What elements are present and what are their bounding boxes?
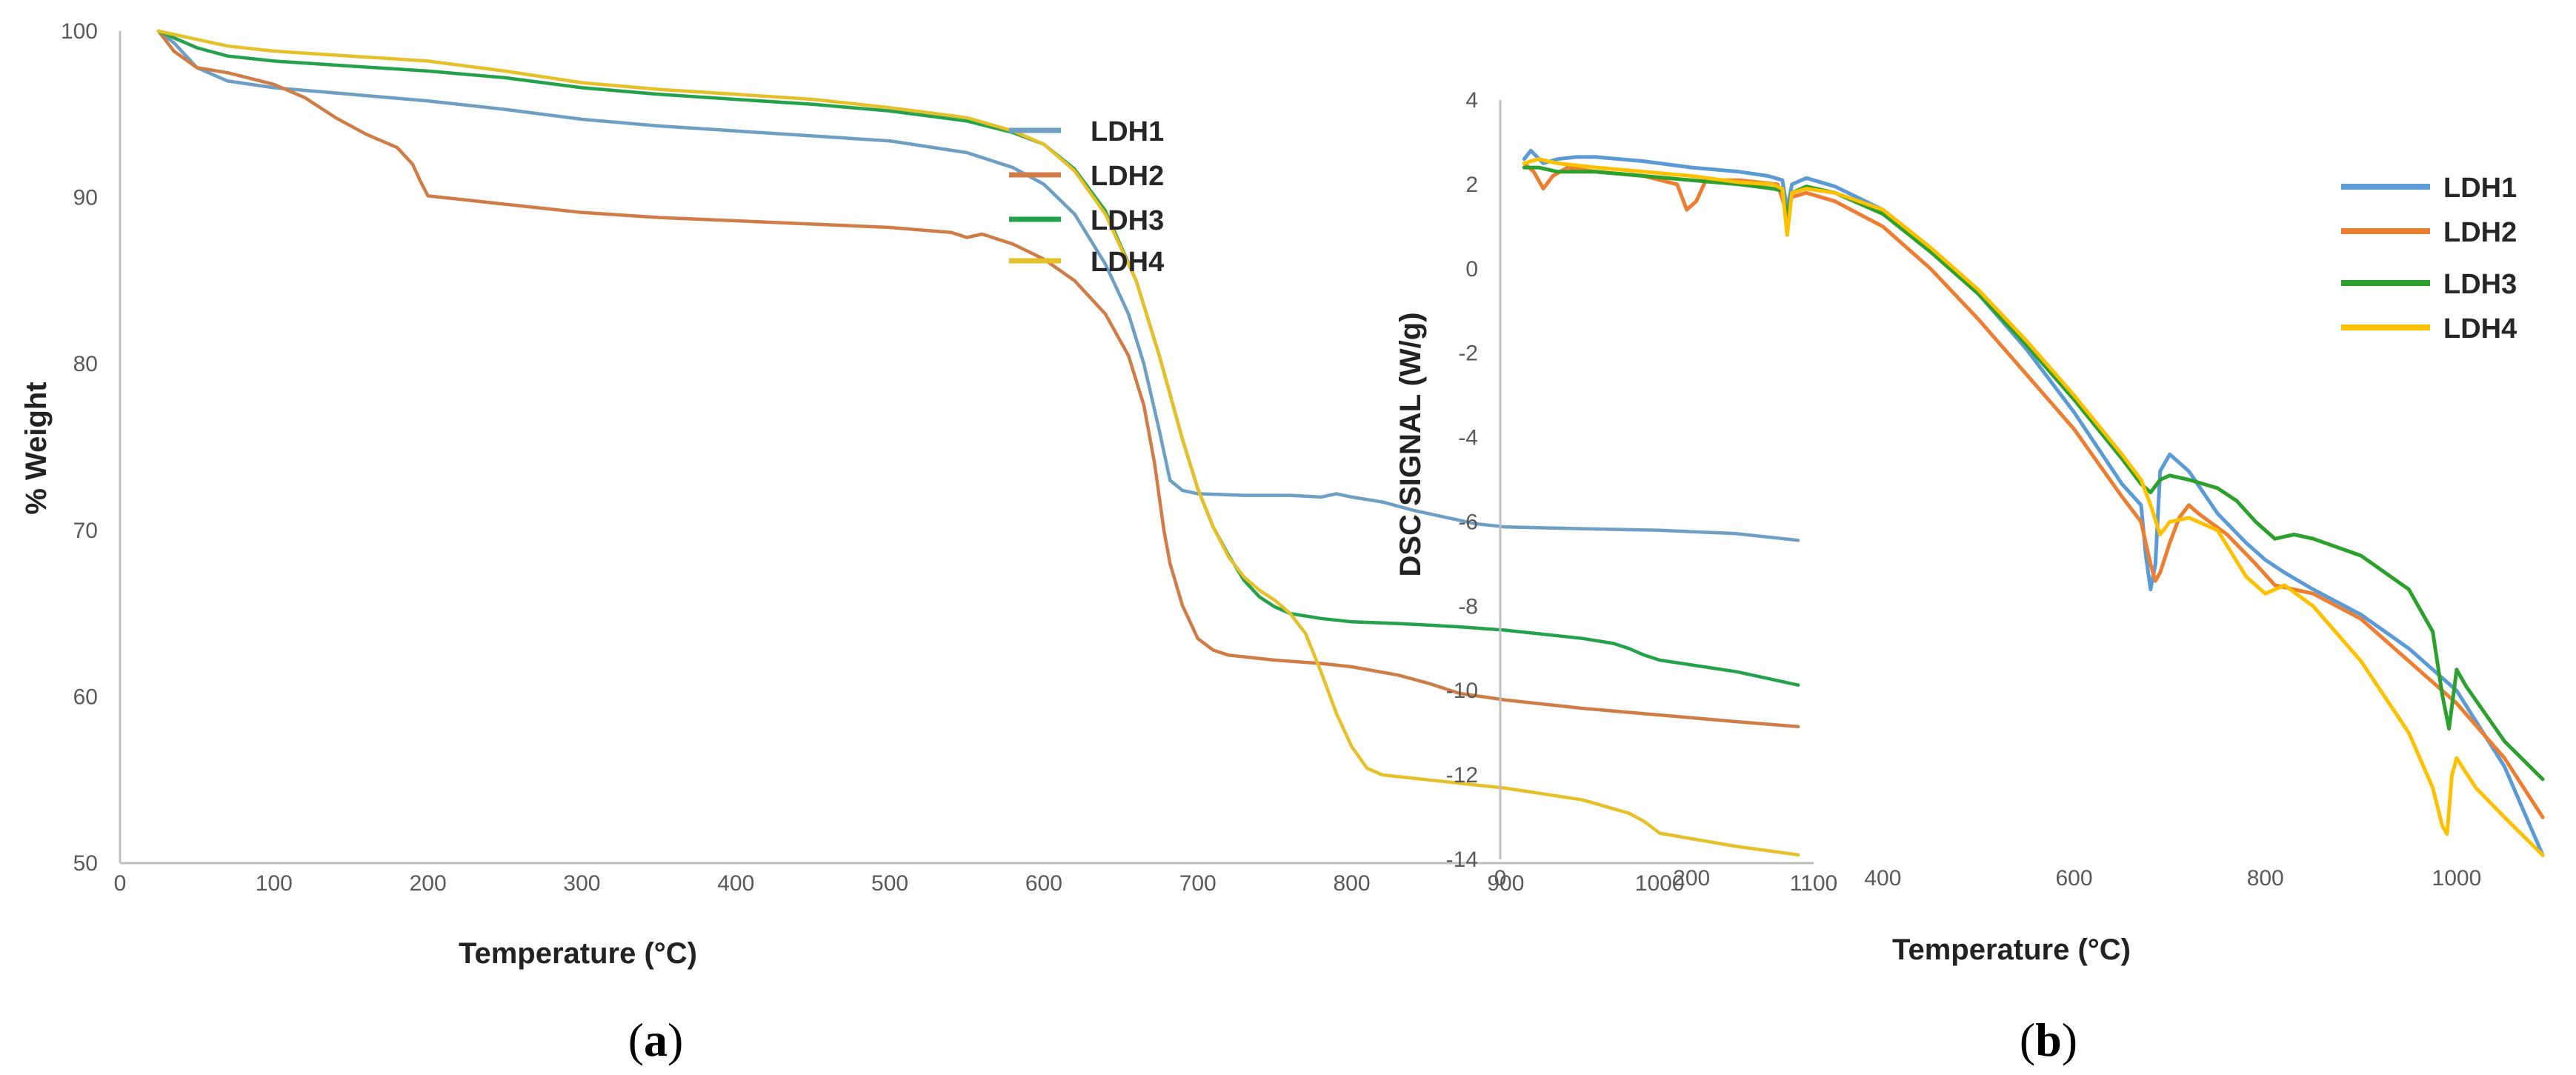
panel-b-y-tick-labels: -14 -12 -10 -8 -6 -4 -2 0 2 4 (1446, 88, 1478, 872)
panel-b-legend: LDH1 LDH2 LDH3 LDH4 (2341, 173, 2517, 345)
panel-a-x-tick-400: 400 (717, 871, 754, 896)
legend-entry-ldh1: LDH1 (1009, 116, 1164, 147)
panel-a-y-tick-80: 80 (73, 352, 98, 376)
panel-b-series-line-ldh4 (1522, 157, 2545, 857)
panel-b-y-tick-2: 2 (1465, 173, 1478, 197)
panel-b-y-tick--12: -12 (1446, 763, 1478, 788)
legend-entry-ldh2: LDH2 (1009, 161, 1164, 192)
panel-a-caption-letter: a (644, 1014, 668, 1066)
panel-b-y-tick--10: -10 (1446, 679, 1478, 703)
panel-a-x-tick-900: 900 (1487, 871, 1524, 896)
panel-a-legend: LDH1 LDH2 LDH3 LDH4 (1009, 116, 1164, 278)
panel-b-series-line-ldh1 (1522, 148, 2545, 857)
legend-entry-ldh3-b: LDH3 (2341, 269, 2517, 300)
panel-a-tga-chart: 0 100 200 300 400 500 600 700 800 900 1000 1100 506… (20, 19, 1837, 1066)
panel-a-y-tick-70: 70 (73, 519, 98, 543)
panel-b-y-tick--6: -6 (1458, 510, 1478, 534)
panel-b-caption-letter: b (2035, 1014, 2062, 1066)
panel-b-x-tick-1000: 1000 (2432, 866, 2482, 891)
legend-label-ldh2-b: LDH2 (2443, 217, 2517, 248)
legend-entry-ldh2-b: LDH2 (2341, 217, 2517, 248)
legend-label-ldh1: LDH1 (1091, 116, 1164, 147)
panel-a-x-tick-300: 300 (563, 871, 600, 896)
panel-b-y-tick-4: 4 (1465, 88, 1478, 113)
panel-a-series-lines (156, 29, 1800, 857)
panel-a-x-tick-1000: 1000 (1635, 871, 1685, 896)
panel-b-y-axis-title: DSC SIGNAL (W/g) (1394, 312, 1427, 576)
panel-a-x-tick-1100: 1100 (1790, 871, 1838, 896)
panel-a-x-tick-500: 500 (871, 871, 908, 896)
panel-b-series-line-ldh2 (1522, 161, 2545, 819)
legend-entry-ldh1-b: LDH1 (2341, 173, 2517, 204)
panel-a-y-tick-100: 100 (61, 19, 98, 44)
panel-a-series-line-ldh2 (156, 29, 1800, 729)
panel-a-y-axis-title: % Weight (20, 382, 53, 514)
legend-entry-ldh3: LDH3 (1009, 205, 1164, 236)
panel-b-x-axis-title: Temperature (°C) (1892, 933, 2131, 966)
panel-b-dsc-chart: 0 200 400 600 800 1000 -14 -12 -10 -8 -6 -4 -2 0 2 4 T… (1394, 88, 2545, 1066)
panel-b-y-tick--14: -14 (1446, 848, 1478, 872)
panel-a-caption: (a) (628, 1014, 684, 1066)
panel-a-y-tick-60: 60 (73, 685, 98, 709)
panel-a-x-tick-600: 600 (1025, 871, 1062, 896)
panel-b-series-lines (1522, 148, 2545, 857)
panel-a-x-axis-title: Temperature (°C) (459, 937, 697, 970)
panel-b-series-line-ldh3 (1522, 165, 2545, 782)
panel-b-x-tick-labels: 0 200 400 600 800 1000 (1494, 866, 2482, 891)
panel-a-x-tick-labels: 0 100 200 300 400 500 600 700 800 900 1000 1100 (114, 871, 1838, 896)
legend-label-ldh2: LDH2 (1091, 161, 1164, 192)
panel-a-x-tick-200: 200 (410, 871, 447, 896)
panel-b-x-tick-800: 800 (2247, 866, 2284, 891)
legend-label-ldh4: LDH4 (1091, 247, 1164, 278)
panel-a-series-line-ldh3 (156, 29, 1800, 687)
panel-b-x-tick-0: 0 (1494, 866, 1507, 891)
panel-a-y-tick-90: 90 (73, 186, 98, 210)
legend-entry-ldh4: LDH4 (1009, 247, 1164, 278)
panel-b-y-tick--8: -8 (1458, 594, 1478, 619)
panel-b-y-tick-0: 0 (1465, 257, 1478, 282)
panel-a-y-tick-50: 50 (73, 851, 98, 876)
panel-a-x-tick-800: 800 (1334, 871, 1371, 896)
panel-b-x-tick-600: 600 (2056, 866, 2093, 891)
panel-a-y-tick-labels: 50 60 70 80 90 100 (61, 19, 98, 876)
legend-label-ldh3-b: LDH3 (2443, 269, 2517, 300)
legend-entry-ldh4-b: LDH4 (2341, 313, 2517, 345)
panel-a-series-line-ldh4 (156, 29, 1800, 857)
panel-b-x-tick-200: 200 (1673, 866, 1710, 891)
panel-a-x-tick-0: 0 (114, 871, 127, 896)
panel-a-x-tick-700: 700 (1179, 871, 1217, 896)
legend-label-ldh4-b: LDH4 (2443, 313, 2517, 345)
panel-b-caption: (b) (2020, 1014, 2077, 1066)
panel-a-series-line-ldh1 (156, 29, 1800, 542)
panel-b-y-tick--4: -4 (1458, 426, 1478, 450)
legend-label-ldh3: LDH3 (1091, 205, 1164, 236)
legend-label-ldh1-b: LDH1 (2443, 173, 2517, 204)
panel-b-y-tick--2: -2 (1458, 342, 1478, 366)
panel-b-x-tick-400: 400 (1864, 866, 1901, 891)
panel-a-x-tick-100: 100 (256, 871, 293, 896)
